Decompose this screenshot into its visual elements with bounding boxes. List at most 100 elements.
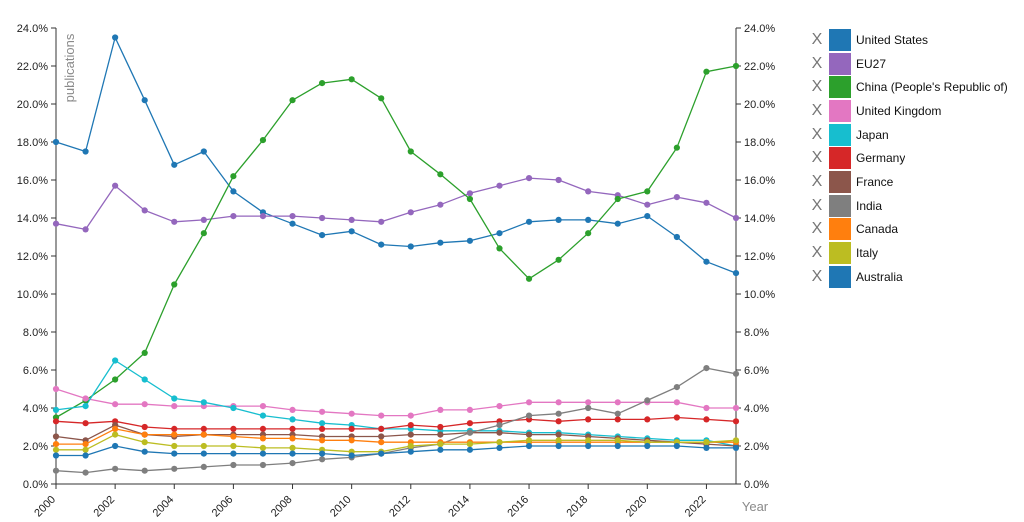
- x-tick-label: 2010: [328, 494, 354, 520]
- remove-series-x-icon[interactable]: X: [811, 78, 823, 96]
- remove-series-x-icon[interactable]: X: [811, 172, 823, 190]
- data-point-germany: [289, 425, 296, 432]
- data-point-eu27: [82, 226, 89, 233]
- data-point-france: [496, 429, 503, 436]
- data-point-france: [407, 431, 414, 438]
- data-point-united-kingdom: [525, 399, 533, 406]
- data-point-france: [437, 431, 444, 438]
- data-point-france: [525, 431, 533, 438]
- legend-swatch[interactable]: [829, 52, 851, 75]
- remove-series-x-icon[interactable]: X: [811, 196, 823, 214]
- data-point-eu27: [289, 213, 296, 220]
- data-point-canada: [378, 439, 385, 446]
- data-point-united-kingdom: [437, 406, 444, 413]
- data-point-germany: [585, 416, 592, 423]
- remove-series-x-icon[interactable]: X: [811, 125, 823, 143]
- data-point-india: [289, 460, 296, 467]
- remove-series-x-icon[interactable]: X: [811, 54, 823, 72]
- data-point-japan: [112, 357, 119, 364]
- legend-swatch[interactable]: [829, 265, 851, 288]
- data-point-india: [614, 410, 621, 417]
- legend-item-canada: X Canada: [808, 218, 1018, 242]
- data-point-china-people-s-republic-of: [230, 173, 237, 180]
- remove-series-x-icon[interactable]: X: [811, 220, 823, 238]
- data-point-india: [644, 397, 651, 404]
- legend-swatch[interactable]: [829, 147, 851, 170]
- remove-series-x-icon[interactable]: X: [811, 267, 823, 285]
- data-point-eu27: [673, 194, 680, 201]
- data-point-japan: [52, 406, 60, 413]
- legend-swatch[interactable]: [829, 123, 851, 146]
- data-point-china-people-s-republic-of: [437, 171, 444, 178]
- data-point-germany: [644, 416, 651, 423]
- data-point-australia: [289, 450, 296, 457]
- data-point-japan: [141, 376, 148, 383]
- data-point-china-people-s-republic-of: [171, 281, 178, 288]
- legend-label: Canada: [856, 222, 899, 237]
- data-point-eu27: [141, 207, 148, 214]
- data-point-australia: [318, 450, 326, 457]
- data-point-united-kingdom: [407, 412, 414, 419]
- data-point-united-states: [141, 97, 148, 104]
- legend-item-japan: X Japan: [808, 123, 1018, 147]
- legend-swatch[interactable]: [829, 28, 851, 51]
- legend-swatch[interactable]: [829, 99, 851, 122]
- data-point-united-kingdom: [141, 401, 148, 408]
- data-point-eu27: [525, 175, 533, 182]
- data-point-china-people-s-republic-of: [496, 245, 503, 252]
- data-point-italy: [171, 442, 178, 450]
- legend-label: Germany: [856, 151, 906, 166]
- legend-swatch[interactable]: [829, 76, 851, 99]
- x-tick-label: 2002: [91, 494, 117, 520]
- legend-label: Japan: [856, 127, 889, 142]
- data-point-eu27: [318, 214, 326, 222]
- data-point-italy: [259, 444, 267, 451]
- right-y-tick-label: 22.0%: [744, 61, 775, 73]
- right-y-tick-label: 10.0%: [744, 289, 775, 301]
- data-point-united-states: [112, 34, 119, 41]
- right-y-tick-label: 2.0%: [744, 441, 769, 453]
- remove-series-x-icon[interactable]: X: [811, 101, 823, 119]
- remove-series-x-icon[interactable]: X: [811, 244, 823, 262]
- data-point-australia: [171, 450, 178, 457]
- data-point-germany: [82, 420, 89, 427]
- data-point-china-people-s-republic-of: [703, 68, 710, 75]
- data-point-eu27: [171, 218, 178, 225]
- data-point-germany: [555, 418, 562, 425]
- x-tick-label: 2000: [32, 494, 58, 520]
- legend-swatch[interactable]: [829, 242, 851, 265]
- data-point-japan: [259, 412, 267, 419]
- data-point-china-people-s-republic-of: [644, 188, 651, 195]
- data-point-germany: [52, 418, 60, 425]
- data-point-canada: [230, 433, 237, 440]
- x-tick-label: 2006: [210, 494, 236, 520]
- x-tick-label: 2008: [269, 494, 295, 520]
- data-point-india: [171, 465, 178, 472]
- data-point-china-people-s-republic-of: [732, 62, 740, 70]
- data-point-italy: [466, 441, 474, 448]
- legend-swatch[interactable]: [829, 218, 851, 241]
- data-point-australia: [496, 444, 503, 451]
- y-tick-label: 16.0%: [17, 175, 48, 187]
- data-point-canada: [259, 435, 267, 442]
- data-point-germany: [437, 423, 444, 431]
- data-point-france: [52, 433, 60, 440]
- legend-swatch[interactable]: [829, 194, 851, 217]
- right-y-tick-label: 8.0%: [744, 327, 769, 339]
- data-point-australia: [378, 450, 385, 457]
- remove-series-x-icon[interactable]: X: [811, 30, 823, 48]
- data-point-eu27: [466, 190, 474, 197]
- data-point-germany: [348, 425, 355, 432]
- data-point-eu27: [732, 214, 740, 222]
- data-point-united-states: [614, 220, 621, 227]
- data-point-germany: [230, 425, 237, 432]
- data-point-united-kingdom: [82, 395, 89, 402]
- data-point-united-kingdom: [585, 399, 592, 406]
- data-point-india: [585, 404, 592, 412]
- data-point-united-kingdom: [466, 406, 474, 413]
- data-point-eu27: [230, 213, 237, 220]
- y-tick-label: 2.0%: [23, 441, 48, 453]
- legend-swatch[interactable]: [829, 170, 851, 193]
- y-tick-label: 22.0%: [17, 61, 48, 73]
- remove-series-x-icon[interactable]: X: [811, 149, 823, 167]
